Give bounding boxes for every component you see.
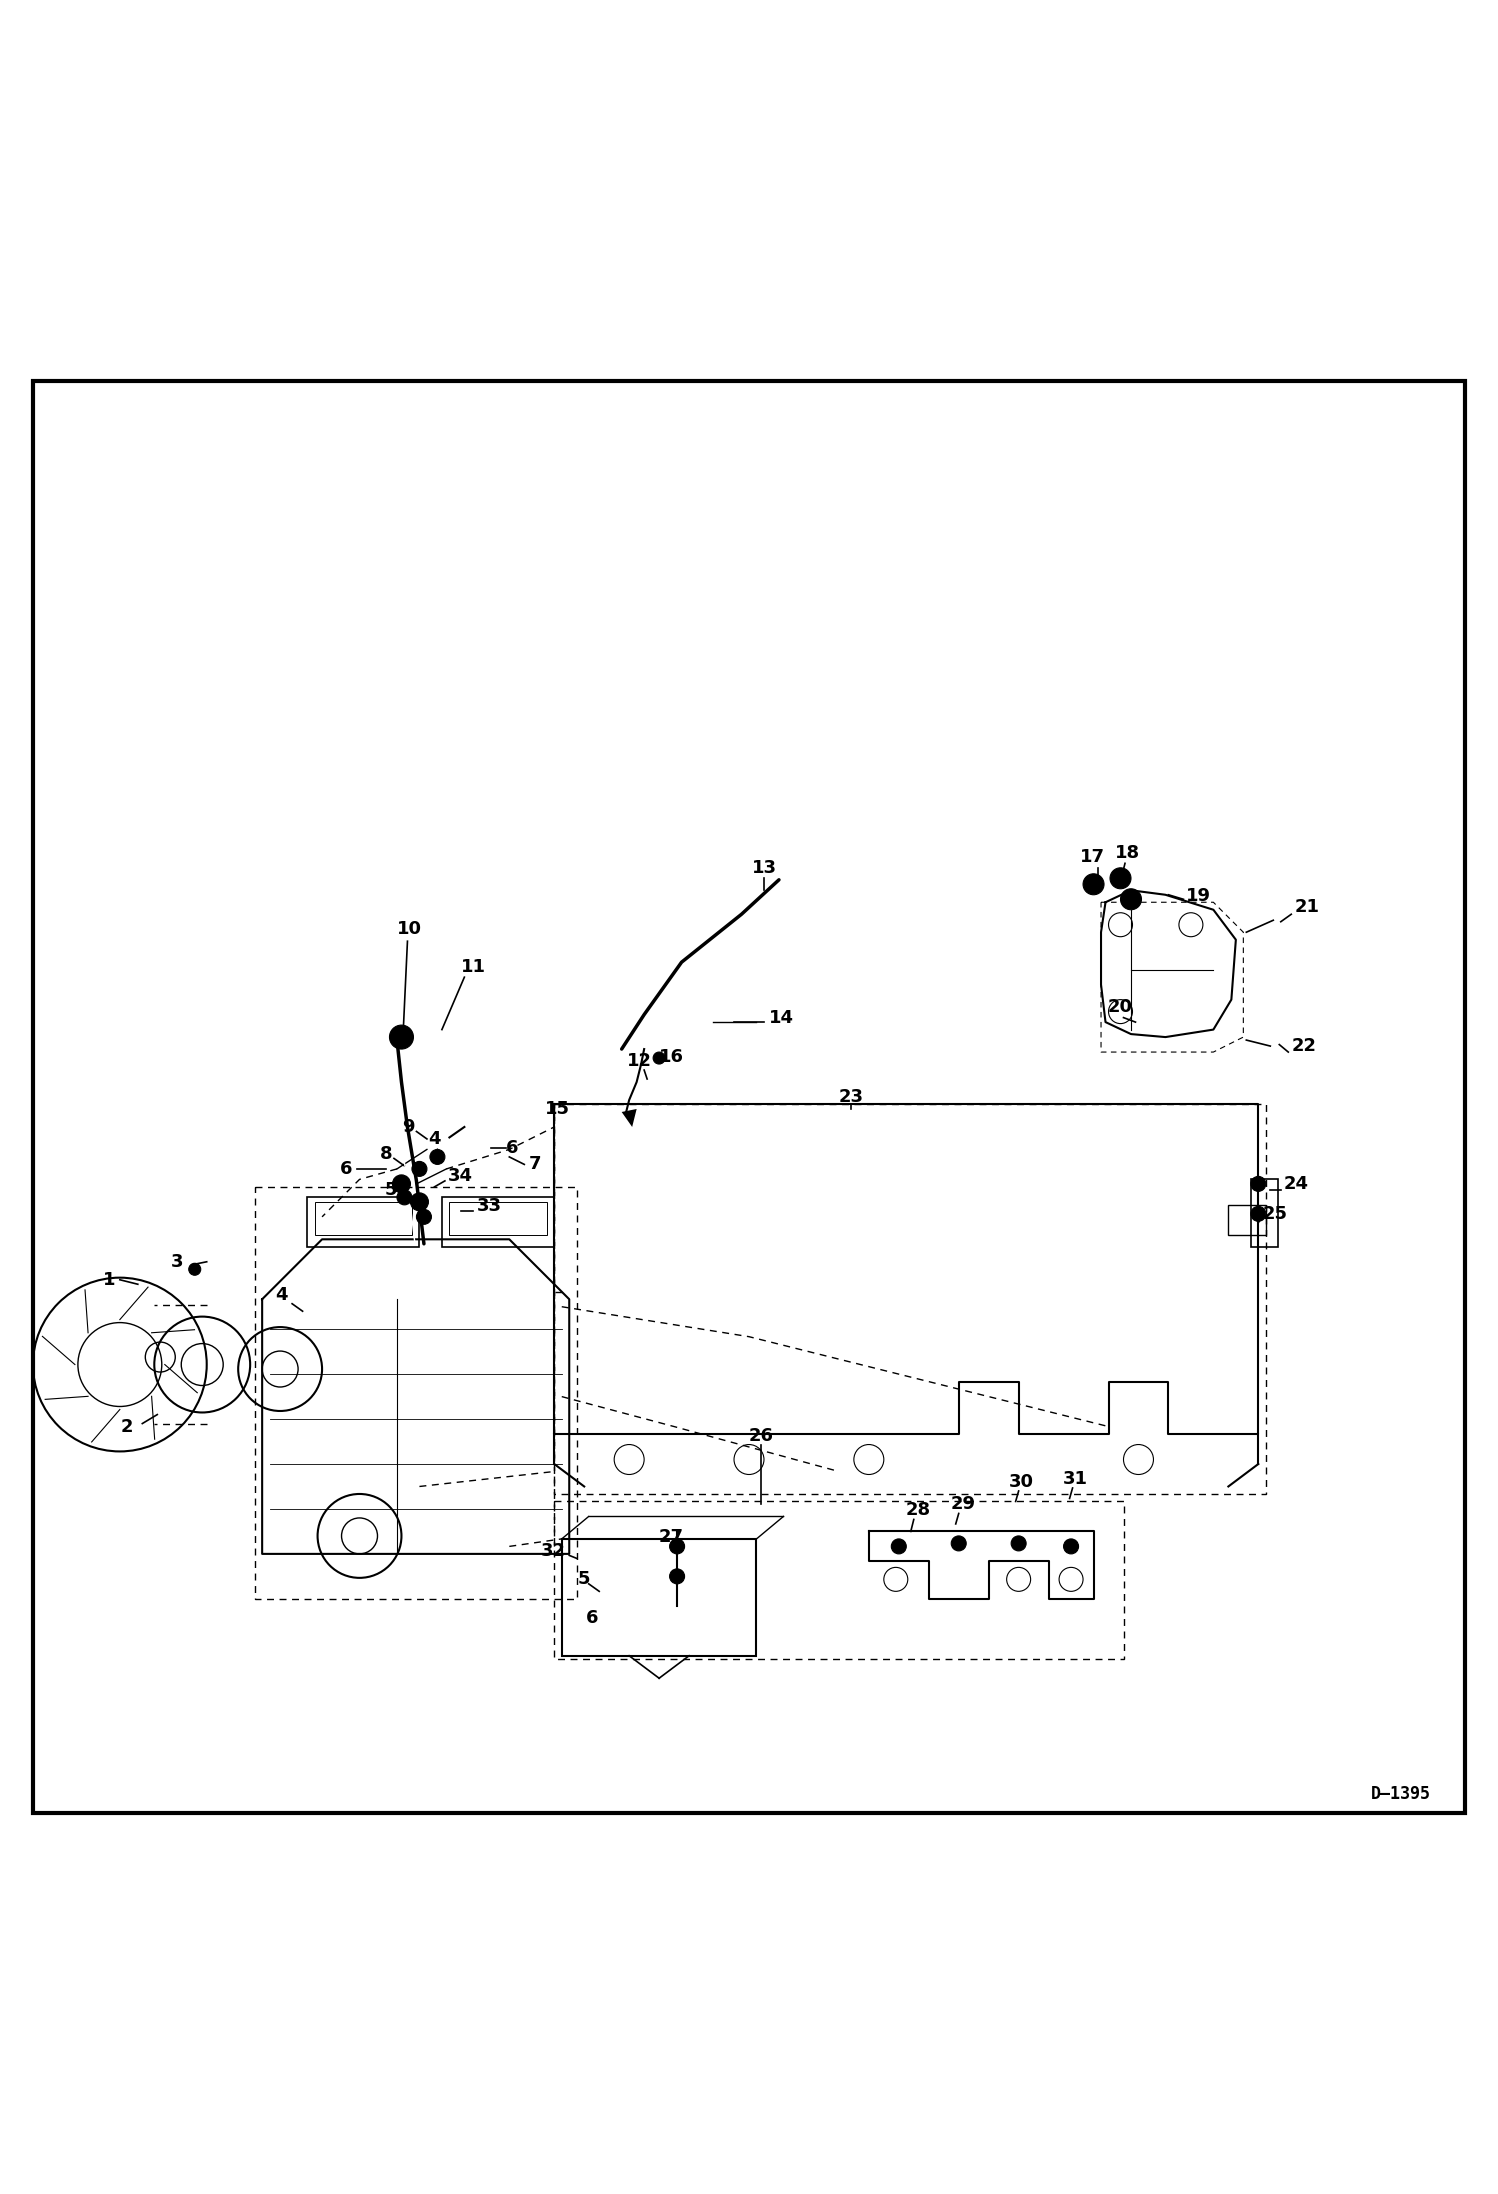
Text: 21: 21 xyxy=(1294,897,1320,915)
Circle shape xyxy=(951,1536,966,1551)
Text: 34: 34 xyxy=(448,1167,473,1185)
Circle shape xyxy=(1083,873,1104,895)
Text: 22: 22 xyxy=(1291,1038,1317,1055)
Circle shape xyxy=(397,1189,412,1205)
Text: 28: 28 xyxy=(906,1501,930,1520)
Circle shape xyxy=(891,1538,906,1553)
Text: 8: 8 xyxy=(380,1145,392,1163)
Text: 12: 12 xyxy=(628,1053,652,1071)
Bar xyxy=(315,1202,412,1235)
Text: D–1395: D–1395 xyxy=(1371,1784,1431,1803)
Text: 31: 31 xyxy=(1064,1470,1088,1488)
Bar xyxy=(307,1198,419,1246)
Bar xyxy=(562,1538,756,1656)
Text: 7: 7 xyxy=(529,1156,541,1174)
Text: 5: 5 xyxy=(578,1571,590,1588)
Circle shape xyxy=(1251,1207,1266,1222)
Circle shape xyxy=(389,1025,413,1049)
Text: 18: 18 xyxy=(1116,845,1140,862)
Bar xyxy=(449,1202,547,1235)
Circle shape xyxy=(670,1538,685,1553)
Text: 20: 20 xyxy=(1109,998,1132,1016)
Circle shape xyxy=(189,1264,201,1275)
Circle shape xyxy=(1110,869,1131,889)
Text: 17: 17 xyxy=(1080,849,1104,867)
Text: 1: 1 xyxy=(103,1270,115,1288)
Text: 29: 29 xyxy=(951,1496,975,1514)
Text: 30: 30 xyxy=(1010,1472,1034,1492)
Text: 9: 9 xyxy=(403,1119,415,1136)
Text: 33: 33 xyxy=(476,1198,502,1215)
Text: 4: 4 xyxy=(276,1286,288,1303)
Text: 27: 27 xyxy=(659,1529,683,1547)
Text: 6: 6 xyxy=(506,1139,518,1156)
Text: 24: 24 xyxy=(1284,1174,1309,1194)
Text: 5: 5 xyxy=(385,1180,397,1198)
Text: 23: 23 xyxy=(839,1088,863,1106)
Circle shape xyxy=(1064,1538,1079,1553)
Text: 3: 3 xyxy=(171,1253,183,1270)
Text: 4: 4 xyxy=(428,1130,440,1147)
Text: 13: 13 xyxy=(752,858,776,878)
Text: 16: 16 xyxy=(659,1047,683,1066)
Circle shape xyxy=(1251,1176,1266,1191)
Circle shape xyxy=(670,1569,685,1584)
Text: 10: 10 xyxy=(397,919,421,939)
Bar xyxy=(554,1501,1124,1659)
Text: 11: 11 xyxy=(461,957,485,976)
Circle shape xyxy=(412,1161,427,1176)
Circle shape xyxy=(1121,889,1141,911)
Text: 25: 25 xyxy=(1263,1205,1288,1222)
Circle shape xyxy=(392,1176,410,1194)
Text: 6: 6 xyxy=(586,1610,598,1628)
Text: 32: 32 xyxy=(541,1542,566,1560)
Bar xyxy=(255,1187,577,1599)
Text: 15: 15 xyxy=(545,1099,569,1119)
Circle shape xyxy=(653,1053,665,1064)
Text: 14: 14 xyxy=(768,1009,794,1027)
Text: 2: 2 xyxy=(121,1417,133,1435)
Bar xyxy=(1228,1205,1266,1235)
Bar xyxy=(442,1198,554,1246)
Bar xyxy=(554,1104,1266,1494)
Polygon shape xyxy=(622,1108,637,1128)
Circle shape xyxy=(1011,1536,1026,1551)
Text: 26: 26 xyxy=(749,1426,773,1444)
Bar xyxy=(1251,1180,1278,1246)
Circle shape xyxy=(416,1209,431,1224)
Circle shape xyxy=(410,1194,428,1211)
Text: 19: 19 xyxy=(1186,886,1212,906)
Text: 6: 6 xyxy=(340,1161,352,1178)
Circle shape xyxy=(430,1150,445,1165)
